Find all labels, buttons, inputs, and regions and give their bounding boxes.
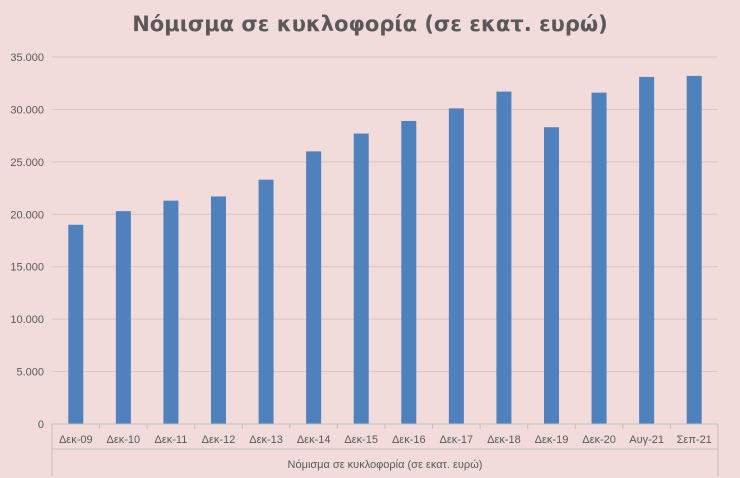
bar <box>448 108 464 424</box>
bar <box>115 211 131 424</box>
bar <box>163 200 179 424</box>
bar <box>401 120 417 424</box>
bar <box>639 76 655 425</box>
y-tick-label: 20.000 <box>10 209 44 221</box>
x-tick-label: Δεκ-14 <box>297 434 331 446</box>
y-tick-label: 15.000 <box>10 262 44 274</box>
x-tick-label: Σεπ-21 <box>677 434 712 446</box>
bar <box>68 224 84 424</box>
x-tick-label: Δεκ-13 <box>249 434 283 446</box>
x-tick-label: Δεκ-16 <box>392 434 426 446</box>
y-tick-label: 35.000 <box>10 52 44 64</box>
x-tick-label: Αυγ-21 <box>629 434 664 446</box>
x-tick-label: Δεκ-17 <box>440 434 474 446</box>
x-tick-label: Δεκ-20 <box>582 434 616 446</box>
chart-title: Νόμισμα σε κυκλοφορία (σε εκατ. ευρώ) <box>132 12 608 36</box>
x-tick-label: Δεκ-10 <box>107 434 141 446</box>
bars <box>68 75 702 425</box>
legend-label: Νόμισμα σε κυκλοφορία (σε εκατ. ευρώ) <box>288 459 483 471</box>
bar <box>686 75 702 425</box>
y-tick-label: 30.000 <box>10 104 44 116</box>
x-tick-label: Δεκ-18 <box>487 434 521 446</box>
y-tick-label: 0 <box>38 419 44 431</box>
bar <box>496 91 512 425</box>
x-tick-label: Δεκ-09 <box>59 434 93 446</box>
legend: Νόμισμα σε κυκλοφορία (σε εκατ. ευρώ) <box>51 424 719 476</box>
axes: 0 5.000 10.000 15.000 20.000 25.000 30.000 35.0… <box>10 52 719 446</box>
bar <box>211 196 226 424</box>
gridlines <box>52 56 718 373</box>
bar <box>353 133 369 424</box>
y-tick-label: 25.000 <box>10 157 44 169</box>
x-tick-label: Δεκ-11 <box>155 434 188 446</box>
bar <box>306 151 322 424</box>
x-tick-label: Δεκ-12 <box>202 434 236 446</box>
x-tick-label: Δεκ-19 <box>535 434 569 446</box>
bar <box>258 179 274 424</box>
bar <box>544 127 559 425</box>
x-tick-label: Δεκ-15 <box>344 434 378 446</box>
y-tick-label: 5.000 <box>16 367 44 379</box>
y-tick-label: 10.000 <box>10 314 44 326</box>
bar <box>591 92 607 424</box>
